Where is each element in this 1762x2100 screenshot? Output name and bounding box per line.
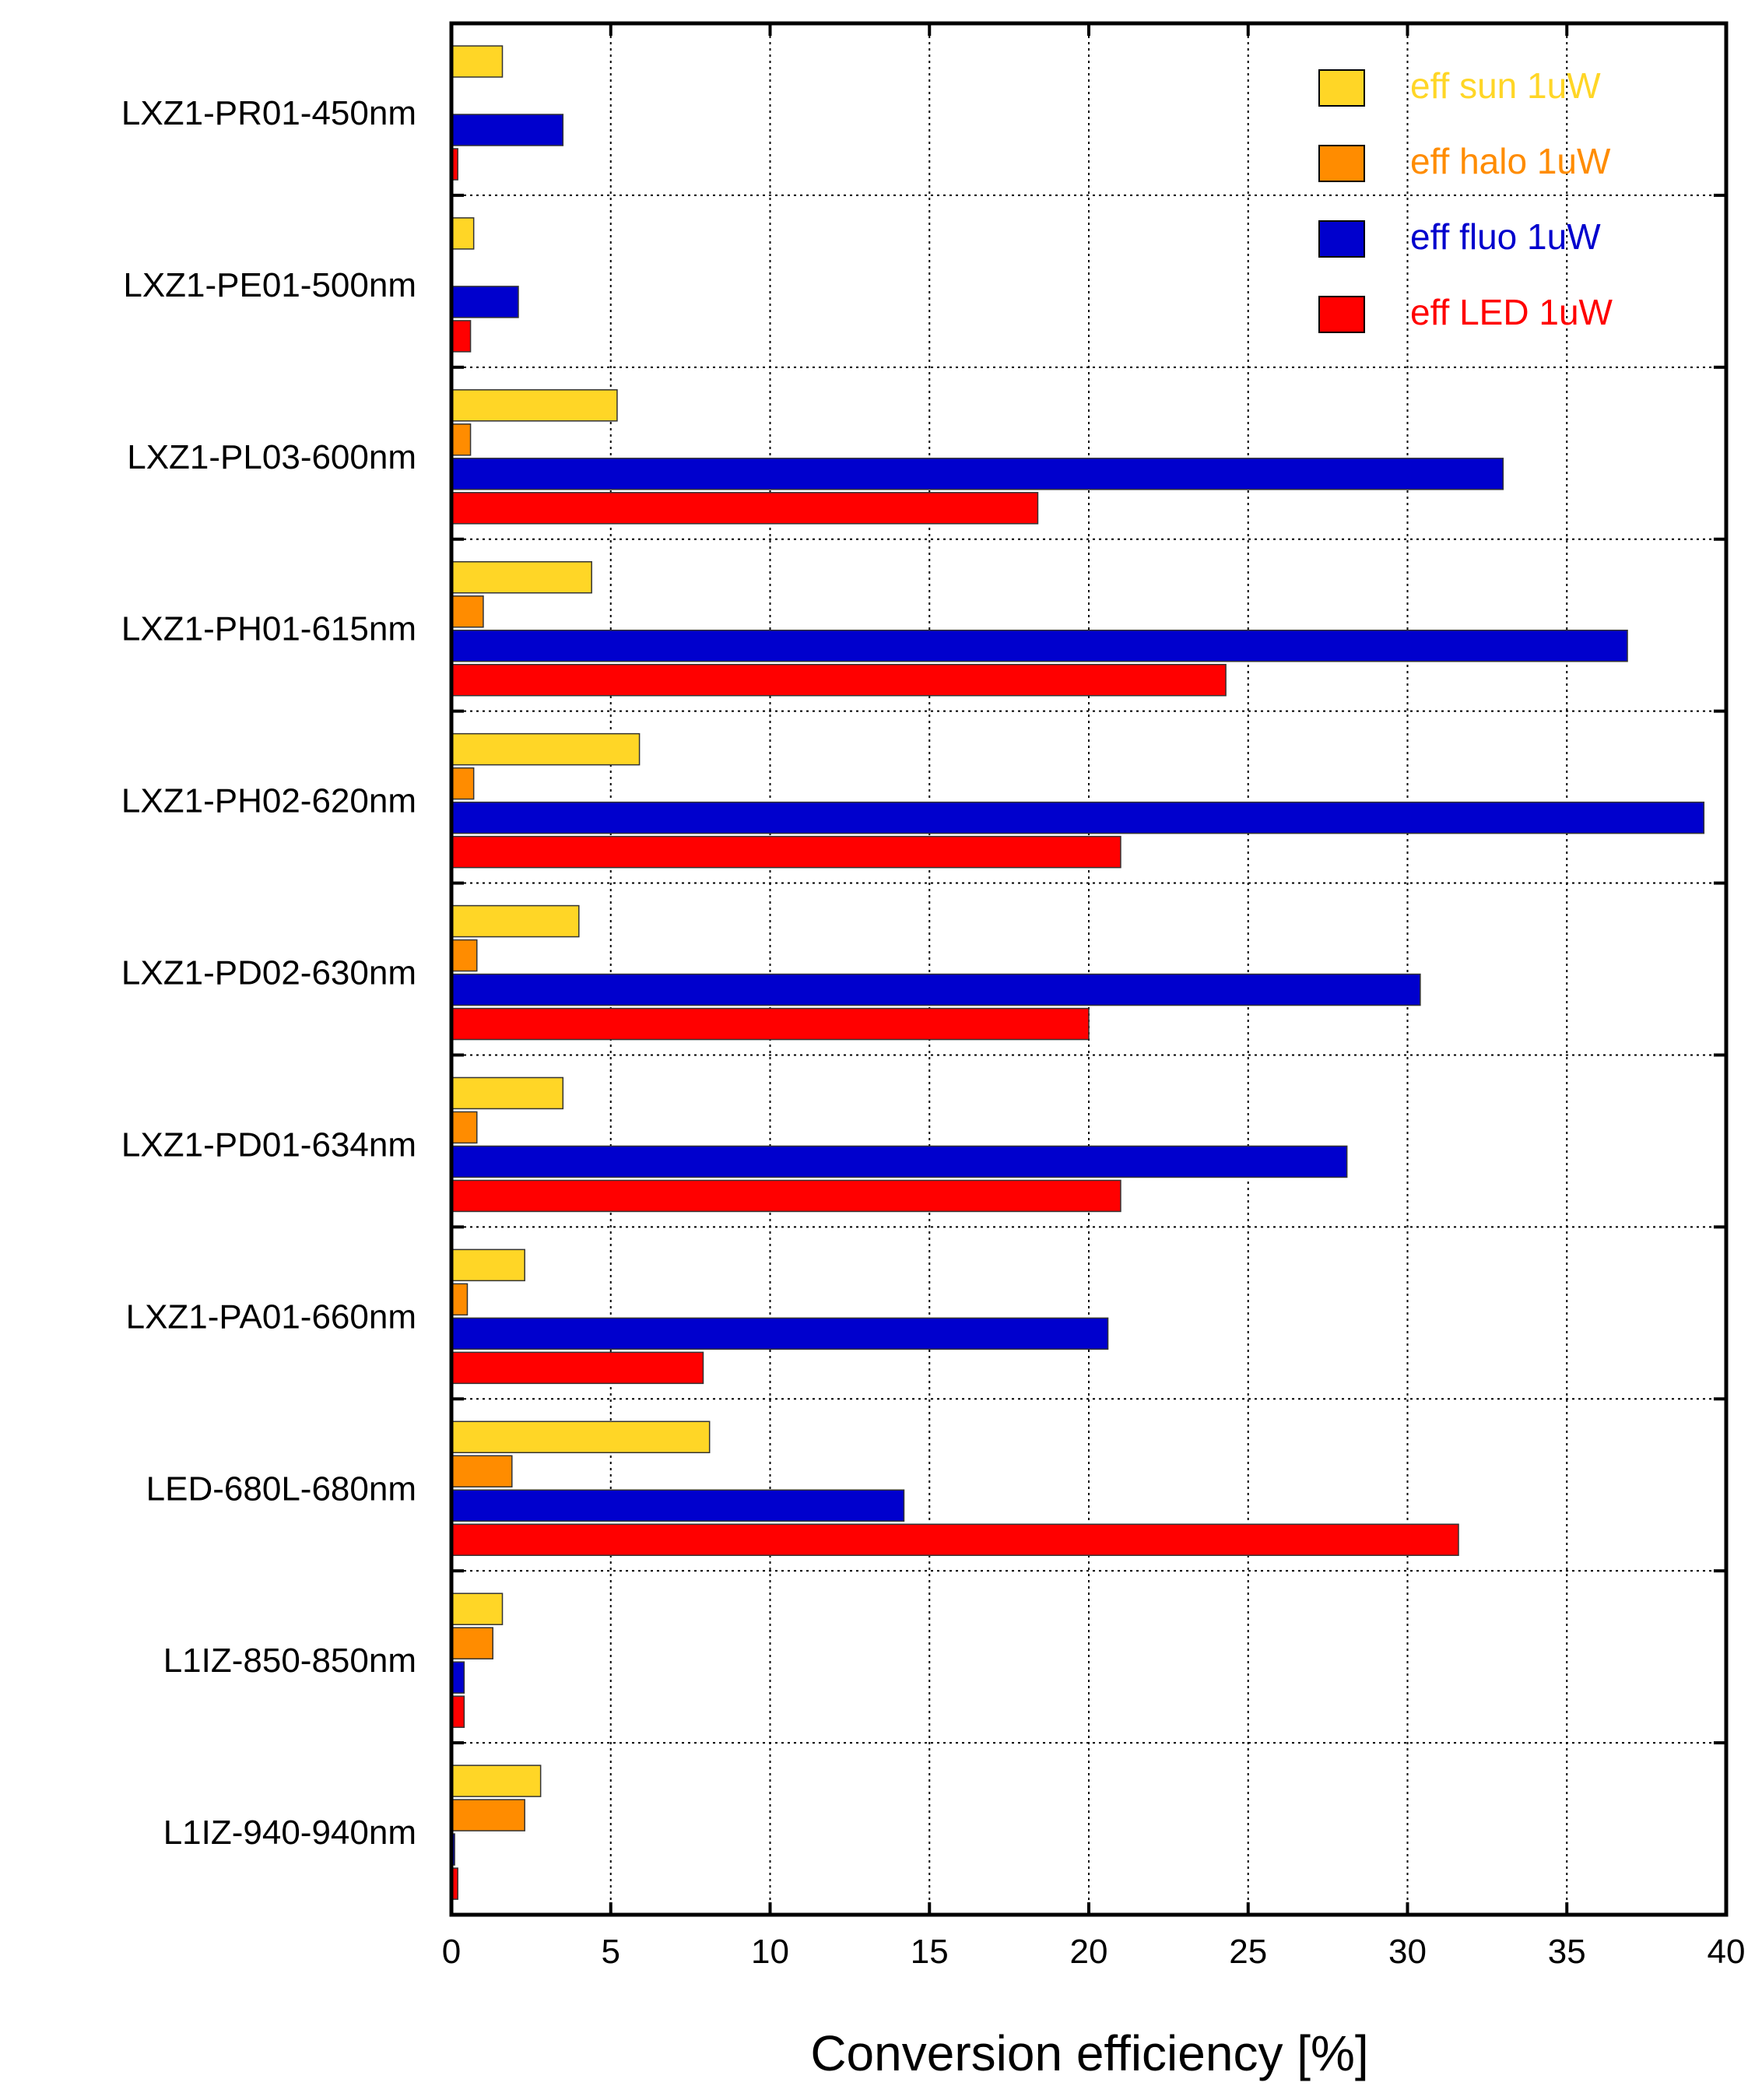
bar-1-6 bbox=[451, 1111, 478, 1144]
x-tick-label: 20 bbox=[1070, 1933, 1108, 1971]
bar-0-9 bbox=[451, 1593, 504, 1625]
bar-0-7 bbox=[451, 1248, 525, 1282]
x-tick-label: 10 bbox=[751, 1933, 789, 1971]
legend-label: eff fluo 1uW bbox=[1410, 216, 1601, 257]
legend: eff sun 1uW eff halo 1uW eff fluo 1uW eff L… bbox=[1318, 65, 1613, 333]
x-axis-title: Conversion efficiency [%] bbox=[810, 2025, 1368, 2081]
x-tick-label: 40 bbox=[1708, 1933, 1746, 1971]
bar-1-4 bbox=[451, 767, 475, 800]
x-tick-label: 5 bbox=[602, 1933, 620, 1971]
category-label: LXZ1-PD02-630nm bbox=[121, 954, 416, 992]
bar-1-7 bbox=[451, 1283, 469, 1316]
x-tick-label: 35 bbox=[1548, 1933, 1586, 1971]
bar-3-7 bbox=[451, 1351, 704, 1385]
bar-2-7 bbox=[451, 1317, 1109, 1350]
legend-swatch bbox=[1318, 296, 1365, 333]
legend-label: eff halo 1uW bbox=[1410, 141, 1611, 181]
bar-3-4 bbox=[451, 835, 1121, 869]
bar-3-2 bbox=[451, 492, 1039, 525]
bar-1-2 bbox=[451, 423, 472, 456]
category-label: LXZ1-PA01-660nm bbox=[126, 1298, 416, 1336]
bar-2-4 bbox=[451, 801, 1705, 834]
bar-0-3 bbox=[451, 560, 592, 594]
bar-3-1 bbox=[451, 320, 472, 353]
bar-3-5 bbox=[451, 1007, 1090, 1041]
category-label: LXZ1-PD01-634nm bbox=[121, 1126, 416, 1164]
bar-0-5 bbox=[451, 904, 580, 938]
bar-2-3 bbox=[451, 629, 1628, 662]
bar-2-1 bbox=[451, 286, 519, 318]
bar-2-6 bbox=[451, 1145, 1348, 1178]
bar-1-9 bbox=[451, 1627, 493, 1659]
category-label: LED-680L-680nm bbox=[146, 1470, 416, 1508]
bar-1-5 bbox=[451, 939, 478, 972]
x-tick-label: 15 bbox=[911, 1933, 949, 1971]
category-label: LXZ1-PH02-620nm bbox=[121, 782, 416, 820]
bar-2-5 bbox=[451, 973, 1421, 1006]
legend-label: eff LED 1uW bbox=[1410, 292, 1613, 332]
bar-1-10 bbox=[451, 1799, 525, 1831]
category-label: L1IZ-850-850nm bbox=[163, 1642, 416, 1680]
bar-2-0 bbox=[451, 114, 564, 146]
x-tick-labels: 0 5 10 15 20 25 30 35 40 bbox=[442, 1933, 1746, 1971]
category-label: LXZ1-PL03-600nm bbox=[127, 438, 416, 476]
bar-2-8 bbox=[451, 1489, 905, 1522]
x-tick-label: 25 bbox=[1229, 1933, 1267, 1971]
axis-ticks bbox=[450, 23, 1728, 1915]
bar-0-8 bbox=[451, 1420, 711, 1454]
bars bbox=[451, 45, 1705, 1900]
x-tick-label: 0 bbox=[442, 1933, 461, 1971]
bar-1-8 bbox=[451, 1455, 513, 1488]
legend-label: eff sun 1uW bbox=[1410, 65, 1601, 106]
bar-0-1 bbox=[451, 217, 475, 250]
legend-swatch bbox=[1318, 220, 1365, 258]
category-label: LXZ1-PE01-500nm bbox=[123, 266, 416, 304]
legend-swatch bbox=[1318, 145, 1365, 182]
category-label: L1IZ-940-940nm bbox=[163, 1814, 416, 1852]
bar-1-3 bbox=[451, 595, 484, 628]
bar-3-8 bbox=[451, 1523, 1459, 1557]
category-labels: LXZ1-PR01-450nm LXZ1-PE01-500nm LXZ1-PL03-… bbox=[121, 94, 416, 1852]
bar-0-2 bbox=[451, 389, 618, 422]
bar-0-4 bbox=[451, 732, 641, 766]
bar-0-0 bbox=[451, 45, 504, 78]
bar-2-2 bbox=[451, 458, 1504, 490]
x-tick-label: 30 bbox=[1388, 1933, 1427, 1971]
bar-3-6 bbox=[451, 1179, 1121, 1213]
grid-lines bbox=[451, 23, 1726, 1915]
bar-3-3 bbox=[451, 663, 1227, 697]
category-label: LXZ1-PH01-615nm bbox=[121, 610, 416, 648]
legend-swatch bbox=[1318, 69, 1365, 107]
bar-0-10 bbox=[451, 1765, 542, 1797]
category-label: LXZ1-PR01-450nm bbox=[121, 94, 416, 132]
bar-0-6 bbox=[451, 1076, 564, 1110]
